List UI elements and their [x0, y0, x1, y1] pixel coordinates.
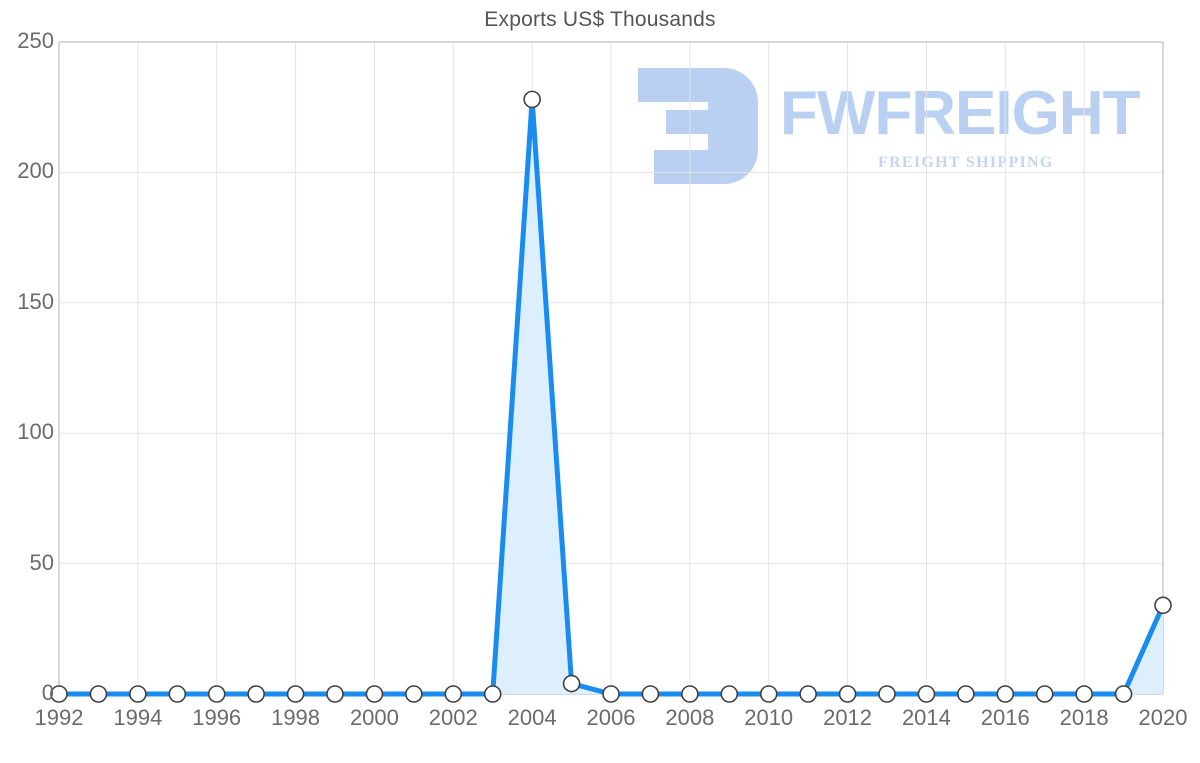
x-axis-tick-label: 2008 [665, 705, 715, 730]
grid-lines [58, 41, 1164, 695]
series-markers [50, 90, 1172, 703]
x-axis-tick-label: 2016 [980, 705, 1030, 730]
data-point-marker [602, 685, 620, 703]
data-point-marker [799, 685, 817, 703]
data-point-marker [681, 685, 699, 703]
y-axis-tick-label: 150 [17, 288, 54, 314]
data-point-marker [405, 685, 423, 703]
data-point-marker [129, 685, 147, 703]
chart-title: Exports US$ Thousands [484, 8, 716, 31]
data-point-marker [50, 685, 68, 703]
x-axis-tick-label: 2010 [744, 705, 794, 730]
data-point-marker [996, 685, 1015, 703]
data-point-marker [917, 685, 936, 703]
data-point-marker [444, 685, 463, 703]
data-point-marker [838, 685, 857, 703]
x-axis-tick-label: 2012 [823, 705, 873, 730]
y-axis-tick-label: 250 [17, 28, 54, 53]
x-axis-tick-label: 2002 [428, 705, 478, 730]
data-point-marker [483, 685, 502, 703]
x-axis-tick-label: 1998 [271, 705, 321, 730]
data-point-marker [326, 685, 344, 703]
data-point-marker [641, 685, 660, 703]
data-point-marker [1075, 685, 1093, 703]
x-axis-tick-label: 2018 [1059, 705, 1109, 730]
data-point-marker [1035, 685, 1054, 703]
x-axis-tick-label: 1996 [192, 705, 242, 730]
x-axis-tick-label: 1994 [113, 705, 163, 730]
data-point-marker [207, 685, 226, 703]
data-point-marker [286, 685, 305, 703]
data-point-marker [523, 90, 541, 109]
data-point-marker [1114, 685, 1133, 703]
data-point-marker [720, 685, 739, 703]
data-point-marker [759, 685, 778, 703]
x-axis-tick-label: 2004 [507, 705, 557, 730]
data-point-marker [168, 685, 187, 703]
data-point-marker [1154, 596, 1172, 615]
data-point-marker [89, 685, 108, 703]
data-point-marker [957, 685, 975, 703]
data-point-marker [247, 685, 265, 703]
data-point-marker [878, 685, 896, 703]
x-axis-tick-label: 1992 [34, 705, 84, 730]
x-axis-tick-label: 2020 [1138, 705, 1188, 730]
data-point-marker [365, 685, 384, 703]
x-axis-tick-label: 2006 [586, 705, 636, 730]
y-axis-tick-label: 0 [41, 680, 54, 705]
data-point-marker [562, 674, 581, 693]
y-axis-tick-label: 100 [17, 419, 54, 445]
x-axis-tick-label: 2000 [349, 705, 399, 730]
y-axis-tick-label: 50 [29, 549, 54, 575]
x-axis-tick-label: 2014 [901, 705, 951, 730]
y-axis-tick-label: 200 [17, 158, 54, 184]
